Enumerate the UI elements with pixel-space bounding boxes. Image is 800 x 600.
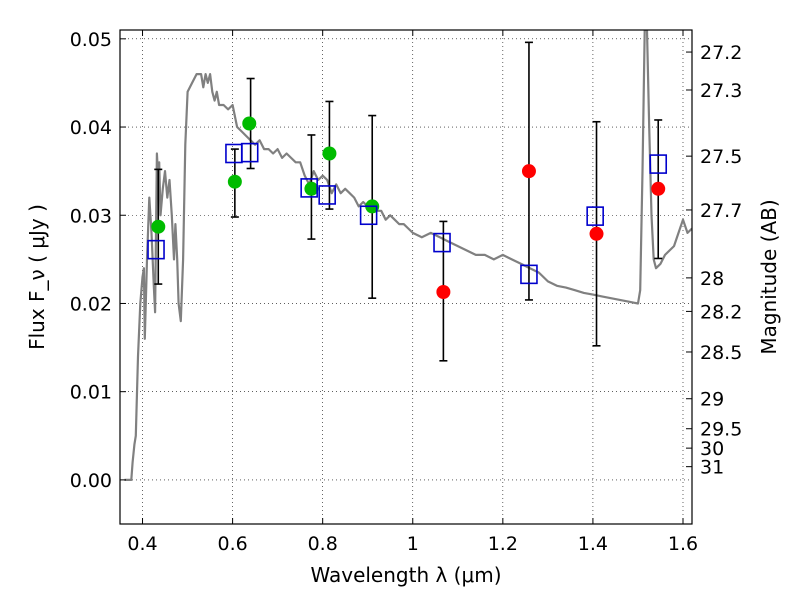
x-tick-label: 0.8	[308, 533, 338, 555]
y-tick-label: 0.05	[70, 29, 112, 51]
plot-frame	[119, 29, 693, 525]
y2-tick-label: 27.3	[700, 80, 742, 102]
y-tick-label: 0.02	[70, 293, 112, 315]
model-photometry-square	[520, 264, 538, 285]
model-photometry-square	[433, 232, 451, 253]
model-spectrum-line	[124, 30, 692, 481]
y-axis-label: Flux F_ν ( μJy )	[25, 204, 49, 350]
x-tick-label: 1.2	[488, 533, 518, 555]
model-photometry-square	[359, 205, 378, 226]
red-data-point	[436, 284, 451, 299]
green-data-point	[151, 219, 166, 234]
x-tick-label: 1.6	[668, 533, 698, 555]
x-axis-ticks: 0.4 0.6 0.8 1 1.2 1.4 1.6	[127, 30, 698, 555]
x-axis-label: Wavelength λ (μm)	[310, 563, 501, 587]
y2-tick-label: 27.2	[700, 42, 742, 64]
error-bars	[154, 41, 663, 362]
y2-tick-label: 28	[700, 268, 724, 290]
model-photometry-square	[225, 143, 243, 164]
x-tick-label: 0.4	[127, 533, 157, 555]
y2-tick-label: 30	[700, 438, 724, 460]
green-data-point	[227, 174, 242, 189]
red-data-point	[521, 164, 536, 179]
y-tick-label: 0.01	[70, 382, 112, 404]
x-tick-label: 0.6	[217, 533, 247, 555]
y2-tick-label: 28.2	[700, 301, 742, 323]
y2-tick-label: 31	[700, 457, 724, 479]
y-tick-label: 0.04	[70, 117, 112, 139]
green-data-point	[304, 181, 319, 196]
model-spectrum	[124, 30, 692, 481]
model-photometry-square	[649, 154, 668, 174]
red-data-point	[651, 181, 666, 196]
model-photometry-square	[318, 185, 336, 205]
y2-tick-label: 27.5	[700, 146, 742, 168]
y-axis-ticks: 0.00 0.01 0.02 0.03 0.04 0.05	[70, 29, 126, 492]
y2-tick-label: 29.5	[700, 419, 742, 441]
y-tick-label: 0.03	[70, 205, 112, 227]
green-data-point	[322, 146, 337, 161]
model-photometry-square	[300, 178, 318, 198]
green-data-point	[242, 116, 257, 131]
data-markers	[147, 116, 668, 299]
y2-tick-label: 27.7	[700, 200, 742, 222]
grid-lines	[120, 30, 692, 524]
red-data-point	[589, 226, 604, 241]
y2-axis-label: Magnitude (AB)	[757, 199, 781, 354]
model-photometry-square	[240, 142, 259, 163]
x-tick-label: 1.4	[578, 533, 608, 555]
y-tick-label: 0.00	[70, 470, 112, 492]
x-tick-label: 1	[407, 533, 419, 555]
model-photometry-square	[147, 239, 165, 260]
model-photometry-square	[586, 206, 604, 226]
y2-tick-label: 29	[700, 389, 724, 411]
y2-tick-label: 28.5	[700, 342, 742, 364]
